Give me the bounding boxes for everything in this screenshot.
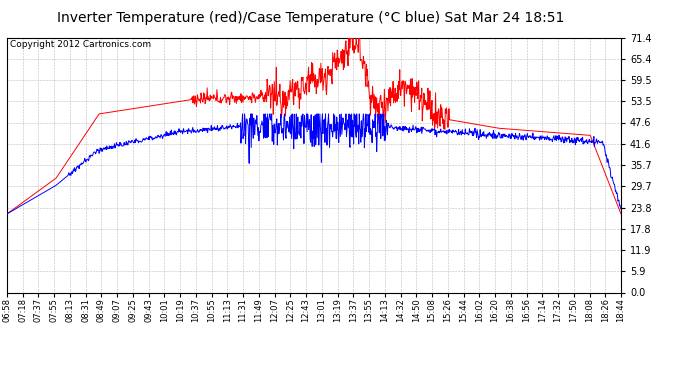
Text: Copyright 2012 Cartronics.com: Copyright 2012 Cartronics.com <box>10 40 151 49</box>
Text: Inverter Temperature (red)/Case Temperature (°C blue) Sat Mar 24 18:51: Inverter Temperature (red)/Case Temperat… <box>57 11 564 25</box>
